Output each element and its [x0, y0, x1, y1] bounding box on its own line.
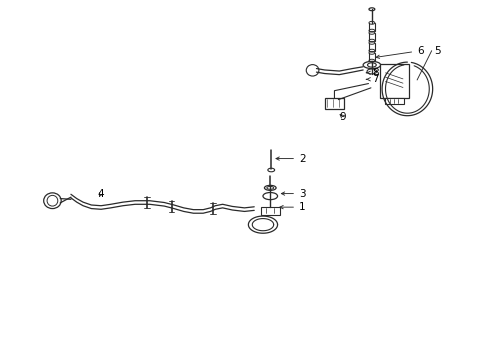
Text: 4: 4	[98, 189, 104, 199]
Text: 3: 3	[281, 189, 305, 199]
Text: 5: 5	[433, 46, 440, 56]
FancyBboxPatch shape	[260, 207, 280, 215]
FancyBboxPatch shape	[325, 98, 343, 109]
Text: 7: 7	[366, 74, 378, 84]
Text: 8: 8	[366, 68, 378, 78]
Text: 1: 1	[279, 202, 305, 212]
Text: 9: 9	[339, 112, 345, 122]
FancyBboxPatch shape	[379, 64, 408, 98]
Text: 6: 6	[375, 46, 423, 58]
FancyBboxPatch shape	[384, 98, 403, 104]
Text: 2: 2	[275, 154, 305, 163]
